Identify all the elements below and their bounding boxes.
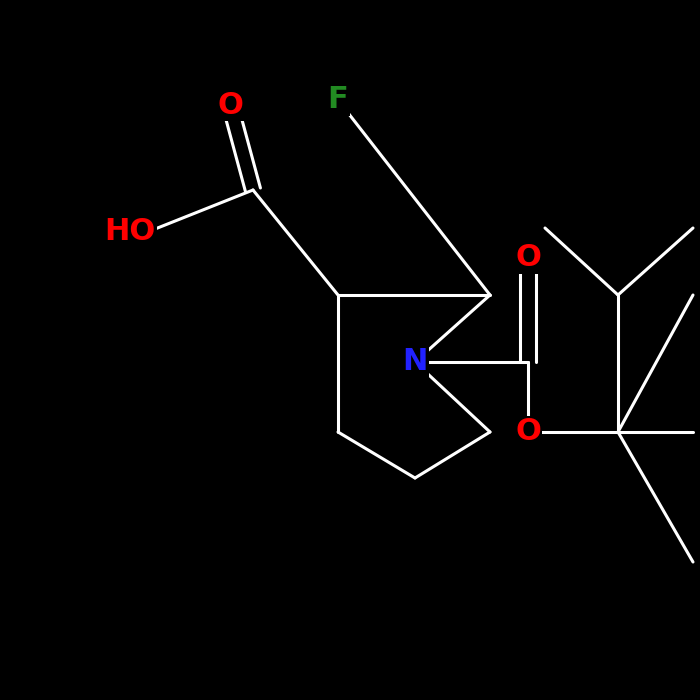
Text: O: O [515, 417, 541, 447]
Text: F: F [328, 85, 349, 115]
Text: N: N [402, 347, 428, 377]
Text: O: O [217, 90, 243, 120]
Text: HO: HO [104, 218, 155, 246]
Text: O: O [515, 244, 541, 272]
